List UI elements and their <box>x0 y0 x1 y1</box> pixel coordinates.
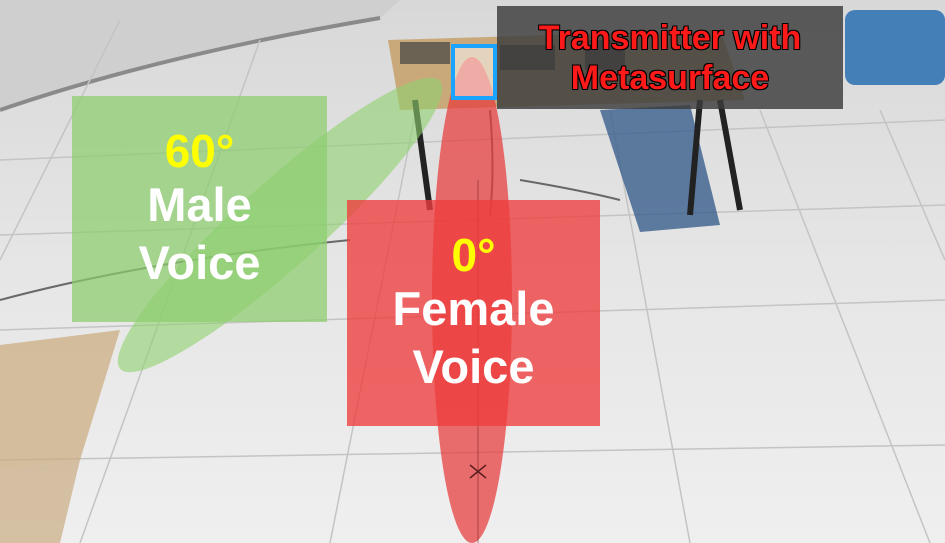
transmitter-line1: Transmitter with <box>538 18 802 57</box>
transmitter-line2: Metasurface <box>570 58 770 97</box>
transmitter-caption: Transmitter with Metasurface <box>497 6 843 109</box>
male-voice-label-box: 60° Male Voice <box>72 96 327 322</box>
female-angle-label: 0° <box>451 229 496 281</box>
female-label-line1: Female <box>392 282 555 335</box>
female-label-line2: Voice <box>412 340 535 393</box>
female-voice-label-box: 0° Female Voice <box>347 200 600 426</box>
male-label-line1: Male <box>147 178 252 231</box>
male-label-line2: Voice <box>138 236 261 289</box>
male-angle-label: 60° <box>164 125 235 177</box>
